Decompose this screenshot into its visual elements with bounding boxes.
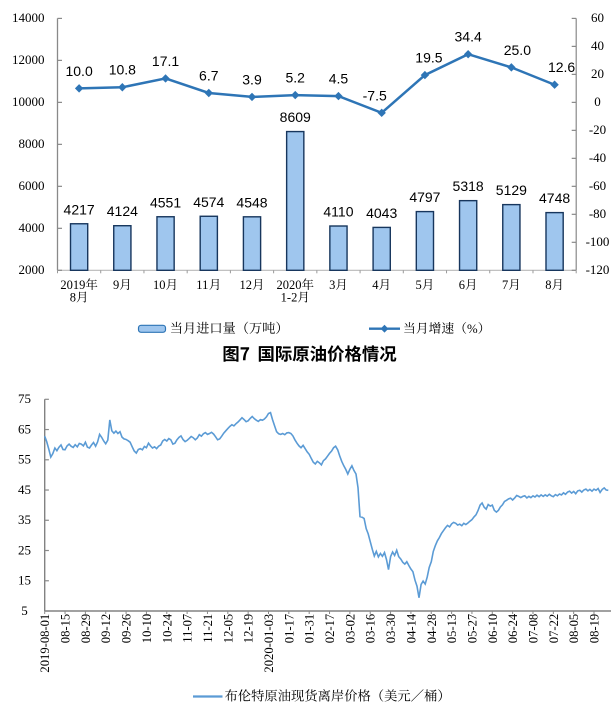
svg-text:05-13: 05-13 xyxy=(445,614,459,643)
svg-text:11-07: 11-07 xyxy=(181,614,195,643)
svg-text:35: 35 xyxy=(18,512,31,527)
svg-text:4124: 4124 xyxy=(107,203,138,219)
svg-text:6: 6 xyxy=(459,278,465,292)
svg-text:65: 65 xyxy=(18,421,31,436)
svg-text:2000: 2000 xyxy=(19,262,45,277)
svg-text:03-30: 03-30 xyxy=(384,614,398,643)
svg-text:08-19: 08-19 xyxy=(588,614,602,643)
svg-text:4217: 4217 xyxy=(64,201,95,217)
svg-text:01-17: 01-17 xyxy=(282,614,296,643)
svg-text:10000: 10000 xyxy=(12,94,45,109)
svg-text:11: 11 xyxy=(196,278,208,292)
svg-text:5.2: 5.2 xyxy=(286,69,306,85)
svg-text:10: 10 xyxy=(153,278,166,292)
svg-text:04-28: 04-28 xyxy=(425,614,439,643)
svg-text:8000: 8000 xyxy=(19,136,45,151)
svg-text:25.0: 25.0 xyxy=(504,42,531,58)
svg-text:10-10: 10-10 xyxy=(140,614,154,643)
svg-text:12000: 12000 xyxy=(12,52,45,67)
svg-text:12: 12 xyxy=(240,278,253,292)
svg-text:8: 8 xyxy=(70,291,76,305)
svg-text:4: 4 xyxy=(372,278,379,292)
svg-text:2019: 2019 xyxy=(60,278,85,292)
svg-text:09-12: 09-12 xyxy=(99,614,113,643)
svg-text:06-10: 06-10 xyxy=(486,614,500,643)
svg-text:60: 60 xyxy=(591,10,604,25)
svg-text:05-27: 05-27 xyxy=(465,614,479,643)
svg-text:08-05: 08-05 xyxy=(567,614,581,643)
svg-text:1-2: 1-2 xyxy=(281,291,298,305)
svg-text:34.4: 34.4 xyxy=(455,29,482,45)
svg-text:-80: -80 xyxy=(589,206,606,221)
svg-text:03-16: 03-16 xyxy=(364,614,378,643)
svg-text:06-24: 06-24 xyxy=(506,613,520,643)
svg-text:03-02: 03-02 xyxy=(343,614,357,643)
svg-text:%: % xyxy=(467,322,478,336)
svg-text:5129: 5129 xyxy=(496,182,527,198)
svg-text:4574: 4574 xyxy=(193,194,224,210)
svg-text:-100: -100 xyxy=(586,234,610,249)
svg-text:04-14: 04-14 xyxy=(404,613,418,643)
svg-text:4043: 4043 xyxy=(366,205,397,221)
svg-text:5318: 5318 xyxy=(453,178,484,194)
svg-text:75: 75 xyxy=(18,391,31,406)
svg-text:12.6: 12.6 xyxy=(548,59,575,75)
svg-text:-40: -40 xyxy=(589,150,606,165)
svg-text:09-26: 09-26 xyxy=(120,614,134,643)
svg-text:2020: 2020 xyxy=(276,278,301,292)
svg-text:01-31: 01-31 xyxy=(303,614,317,643)
svg-text:8: 8 xyxy=(545,278,551,292)
svg-text:19.5: 19.5 xyxy=(415,49,442,65)
svg-text:25: 25 xyxy=(18,542,31,557)
svg-text:-7.5: -7.5 xyxy=(363,87,387,103)
svg-text:10.8: 10.8 xyxy=(109,62,136,78)
svg-text:12-05: 12-05 xyxy=(221,614,235,643)
svg-text:4110: 4110 xyxy=(323,204,353,220)
svg-text:45: 45 xyxy=(18,482,31,497)
svg-text:08-15: 08-15 xyxy=(59,614,73,643)
svg-text:11-21: 11-21 xyxy=(201,614,215,643)
svg-text:07-22: 07-22 xyxy=(547,614,561,643)
svg-text:6000: 6000 xyxy=(19,178,45,193)
svg-text:4000: 4000 xyxy=(19,220,45,235)
svg-text:12-19: 12-19 xyxy=(242,614,256,643)
svg-text:55: 55 xyxy=(18,452,31,467)
svg-text:6.7: 6.7 xyxy=(199,67,219,83)
svg-text:10.0: 10.0 xyxy=(65,63,92,79)
svg-text:-20: -20 xyxy=(589,122,606,137)
svg-text:20: 20 xyxy=(591,66,604,81)
svg-text:0: 0 xyxy=(594,94,601,109)
svg-text:17.1: 17.1 xyxy=(152,53,179,69)
svg-text:2020-01-03: 2020-01-03 xyxy=(262,614,276,673)
svg-text:4797: 4797 xyxy=(409,189,440,205)
svg-text:-120: -120 xyxy=(586,262,610,277)
svg-text:5: 5 xyxy=(416,278,422,292)
svg-text:10-24: 10-24 xyxy=(160,613,174,643)
svg-text:-60: -60 xyxy=(589,178,606,193)
svg-text:08-29: 08-29 xyxy=(79,614,93,643)
svg-text:5: 5 xyxy=(21,603,28,618)
svg-text:4548: 4548 xyxy=(236,194,267,210)
svg-text:8609: 8609 xyxy=(280,109,311,125)
svg-text:4551: 4551 xyxy=(150,194,181,210)
svg-text:7: 7 xyxy=(502,278,508,292)
svg-text:4.5: 4.5 xyxy=(329,70,349,86)
svg-text:3: 3 xyxy=(329,278,335,292)
svg-text:15: 15 xyxy=(18,573,31,588)
svg-text:2019-08-01: 2019-08-01 xyxy=(38,614,52,673)
svg-text:40: 40 xyxy=(591,38,604,53)
svg-text:14000: 14000 xyxy=(12,10,45,25)
svg-text:07-08: 07-08 xyxy=(526,614,540,643)
svg-text:02-17: 02-17 xyxy=(323,614,337,643)
svg-text:9: 9 xyxy=(113,278,119,292)
svg-text:4748: 4748 xyxy=(539,190,570,206)
svg-text:3.9: 3.9 xyxy=(242,71,262,87)
